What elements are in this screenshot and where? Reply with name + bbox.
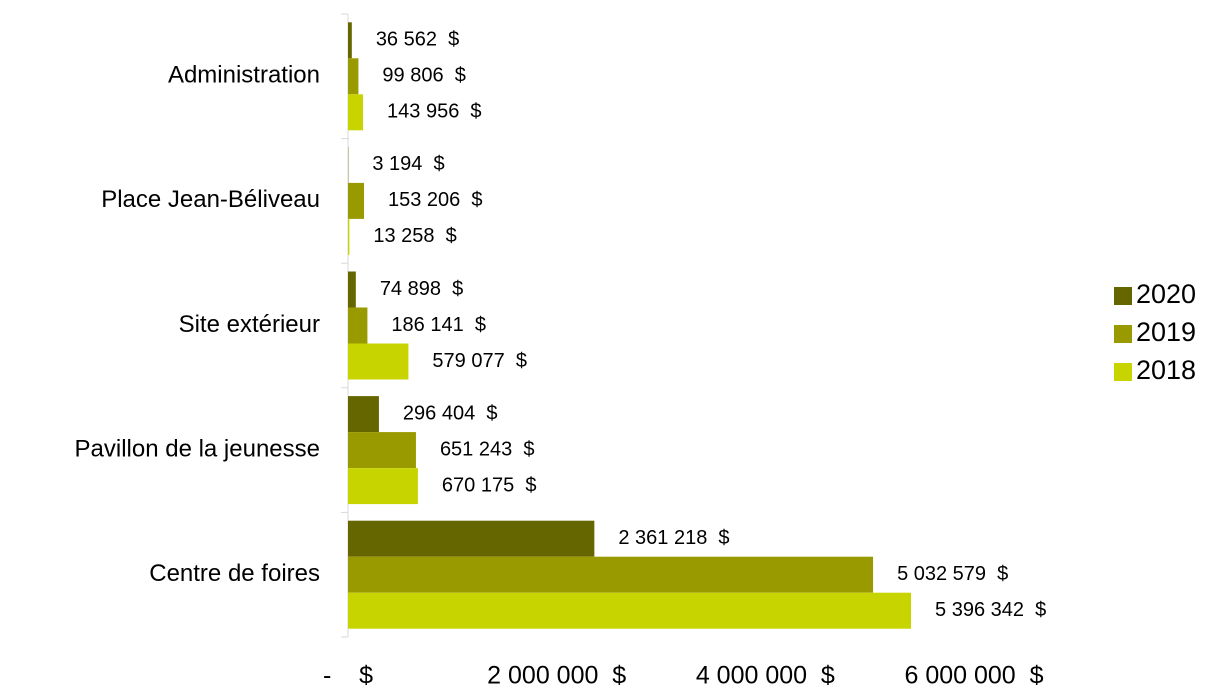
category-label: Place Jean-Béliveau bbox=[101, 186, 320, 213]
data-label: 153 206 $ bbox=[388, 189, 483, 211]
category-label: Pavillon de la jeunesse bbox=[75, 435, 321, 462]
bar bbox=[348, 94, 364, 131]
data-label: 579 077 $ bbox=[432, 350, 527, 372]
data-label: 5 032 579 $ bbox=[897, 563, 1008, 585]
data-label: 3 194 $ bbox=[372, 153, 444, 175]
bar bbox=[348, 307, 368, 344]
bar bbox=[348, 396, 379, 433]
data-label: 651 243 $ bbox=[440, 438, 535, 460]
bar bbox=[348, 22, 352, 59]
bar bbox=[348, 343, 409, 380]
data-label: 670 175 $ bbox=[442, 474, 537, 496]
data-label: 99 806 $ bbox=[382, 65, 465, 87]
legend-swatch bbox=[1114, 363, 1132, 381]
category-label: Administration bbox=[168, 62, 320, 89]
legend-swatch bbox=[1114, 287, 1132, 305]
legend-label: 2018 bbox=[1136, 355, 1196, 385]
x-tick-label: - $ bbox=[323, 662, 373, 690]
data-label: 296 404 $ bbox=[403, 402, 498, 424]
category-label: Site extérieur bbox=[179, 311, 320, 338]
data-label: 13 258 $ bbox=[373, 225, 456, 247]
data-label: 143 956 $ bbox=[387, 101, 482, 123]
legend-label: 2020 bbox=[1136, 279, 1196, 309]
x-tick-label: 6 000 000 $ bbox=[904, 662, 1043, 690]
bar bbox=[348, 592, 912, 629]
data-label: 36 562 $ bbox=[376, 29, 459, 51]
bar bbox=[348, 520, 595, 557]
data-label: 5 396 342 $ bbox=[935, 599, 1046, 621]
bar bbox=[348, 271, 356, 308]
bar bbox=[348, 556, 874, 593]
category-label: Centre de foires bbox=[149, 560, 320, 587]
legend-swatch bbox=[1114, 325, 1132, 343]
bar bbox=[348, 468, 418, 505]
x-tick-label: 4 000 000 $ bbox=[696, 662, 835, 690]
bar bbox=[348, 218, 350, 255]
data-label: 186 141 $ bbox=[391, 314, 486, 336]
data-label: 74 898 $ bbox=[380, 278, 463, 300]
legend-label: 2019 bbox=[1136, 317, 1196, 347]
bar bbox=[348, 58, 359, 95]
data-label: 2 361 218 $ bbox=[618, 527, 729, 549]
bar bbox=[348, 432, 416, 469]
x-tick-label: 2 000 000 $ bbox=[487, 662, 626, 690]
bar bbox=[348, 182, 364, 219]
